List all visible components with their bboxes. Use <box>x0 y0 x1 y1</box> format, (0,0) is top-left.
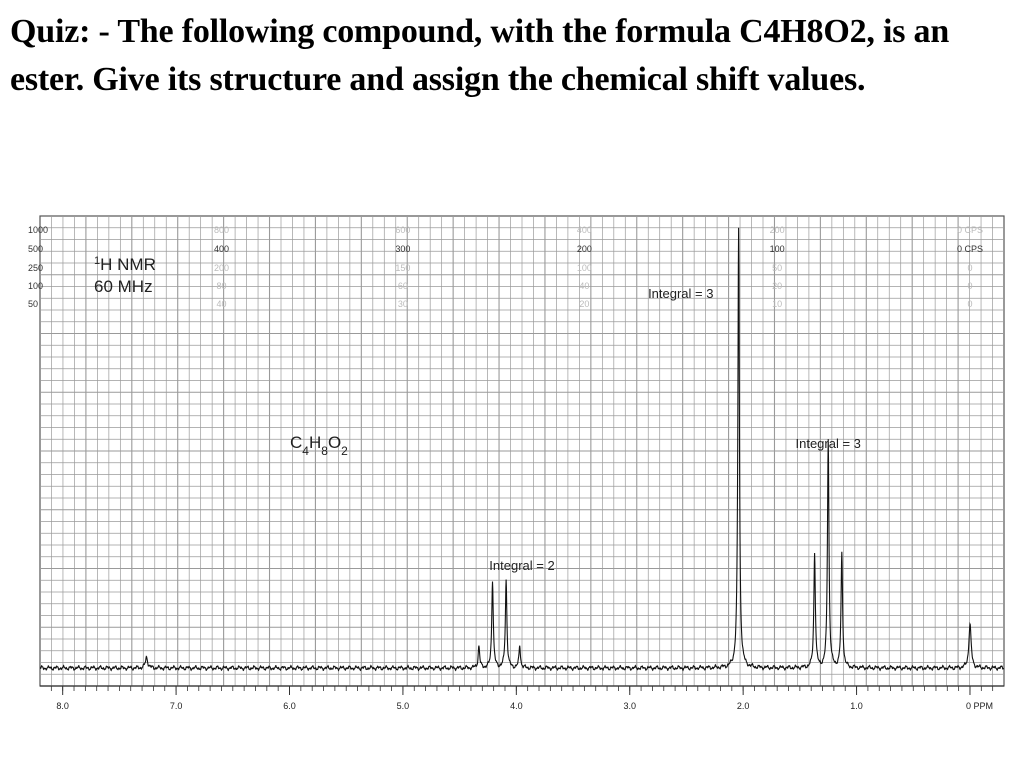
quiz-question: Quiz: - The following compound, with the… <box>10 13 950 98</box>
cps-label: 200 <box>770 225 785 235</box>
sweep-width-label: 50 <box>28 299 38 309</box>
x-tick-label: 7.0 <box>170 701 183 711</box>
cps-label: 0 <box>967 281 972 291</box>
x-tick-label: 0 PPM <box>966 701 993 711</box>
cps-label: 0 <box>967 299 972 309</box>
spectrum-trace <box>39 227 1005 672</box>
cps-label: 0 CPS <box>957 244 983 254</box>
cps-label: 400 <box>577 225 592 235</box>
cps-label: 300 <box>395 244 410 254</box>
cps-label: 200 <box>214 263 229 273</box>
cps-label: 0 CPS <box>957 225 983 235</box>
formula-element: O <box>328 433 341 452</box>
nmr-title-text: H NMR <box>100 255 156 274</box>
cps-label: 400 <box>214 244 229 254</box>
cps-label: 0 <box>967 263 972 273</box>
cps-label: 80 <box>216 281 226 291</box>
chart-labels: 1H NMR 60 MHz C4H8O2 Integral = 2 Integra… <box>94 255 861 573</box>
cps-label: 40 <box>579 281 589 291</box>
sweep-width-label: 1000 <box>28 225 48 235</box>
x-tick-label: 5.0 <box>397 701 410 711</box>
cps-label: 20 <box>579 299 589 309</box>
integral-label: Integral = 2 <box>489 558 554 573</box>
cps-label: 40 <box>216 299 226 309</box>
formula-element: C <box>290 433 302 452</box>
cps-label: 100 <box>770 244 785 254</box>
nmr-title: 1H NMR <box>94 255 156 274</box>
x-tick-label: 4.0 <box>510 701 523 711</box>
cps-label: 800 <box>214 225 229 235</box>
cps-label: 20 <box>772 281 782 291</box>
cps-label: 600 <box>395 225 410 235</box>
formula-element: H <box>309 433 321 452</box>
x-tick-label: 1.0 <box>850 701 863 711</box>
cps-label: 60 <box>398 281 408 291</box>
cps-scale: 1000500250100508004002008040600300150603… <box>28 225 983 309</box>
formula-subscript: 4 <box>302 444 309 458</box>
sweep-width-label: 250 <box>28 263 43 273</box>
ppm-axis: 8.0 7.0 6.0 5.0 4.0 3.0 2.0 1.0 0 PPM <box>40 685 1004 711</box>
cps-label: 10 <box>772 299 782 309</box>
cps-label: 150 <box>395 263 410 273</box>
formula-subscript: 2 <box>341 444 348 458</box>
sweep-width-label: 100 <box>28 281 43 291</box>
spectrum-trace-group <box>39 227 1005 672</box>
nmr-frequency: 60 MHz <box>94 277 153 296</box>
integral-label: Integral = 3 <box>796 436 861 451</box>
sweep-width-label: 500 <box>28 244 43 254</box>
cps-label: 50 <box>772 263 782 273</box>
chart-grid <box>39 215 1005 687</box>
x-tick-label: 6.0 <box>283 701 296 711</box>
formula-subscript: 8 <box>321 444 328 458</box>
cps-label: 200 <box>577 244 592 254</box>
x-tick-label: 3.0 <box>623 701 636 711</box>
formula-label: C4H8O2 <box>290 433 348 458</box>
cps-label: 100 <box>577 263 592 273</box>
cps-label: 30 <box>398 299 408 309</box>
x-tick-label: 8.0 <box>56 701 69 711</box>
integral-label: Integral = 3 <box>648 286 713 301</box>
nmr-title-superscript: 1 <box>94 255 100 267</box>
x-tick-label: 2.0 <box>737 701 750 711</box>
